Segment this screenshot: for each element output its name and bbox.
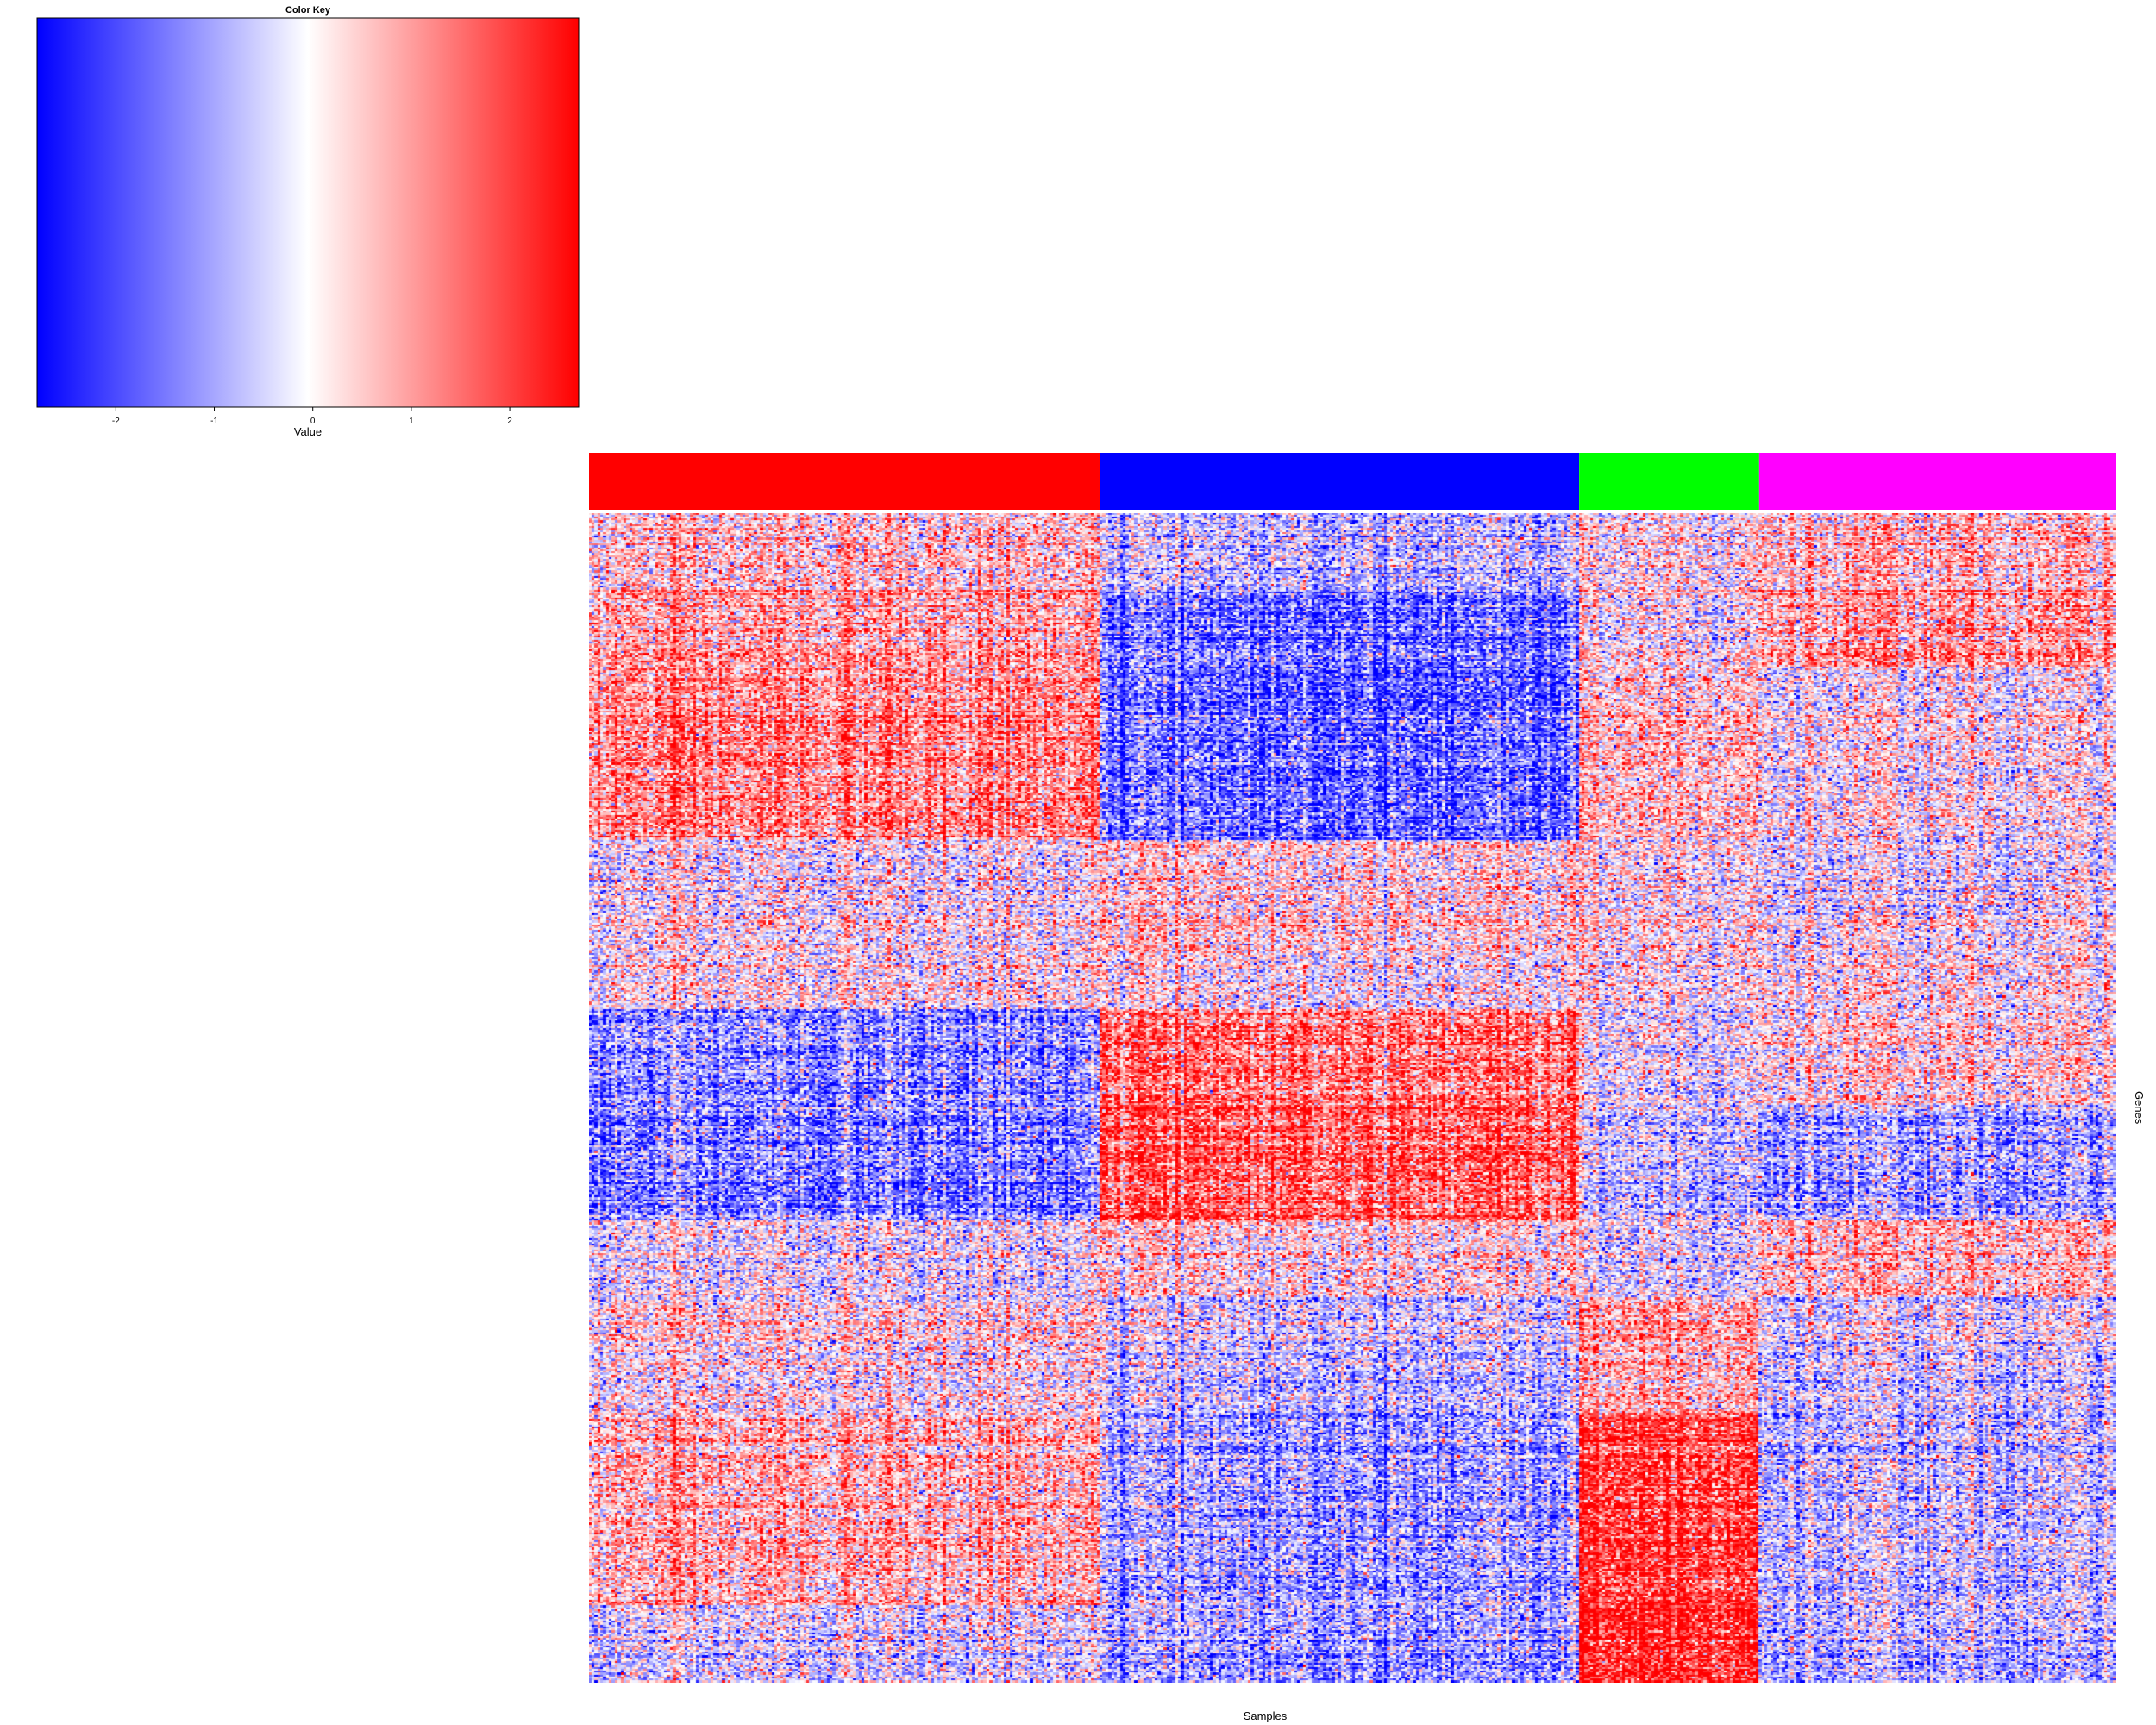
color-key-tick-label: 2 bbox=[507, 417, 512, 426]
color-key-ticks: -2 -1 0 1 2 bbox=[112, 407, 512, 426]
heatmap-body bbox=[589, 513, 2116, 1683]
color-key-tick-label: 0 bbox=[310, 417, 316, 426]
color-key: Color Key -2 -1 0 1 2 Value bbox=[36, 5, 580, 438]
sample-group-bar bbox=[1579, 453, 1759, 510]
sample-group-bar bbox=[1100, 453, 1580, 510]
sample-group-bar bbox=[1758, 453, 2116, 510]
x-axis-label: Samples bbox=[1243, 1709, 1288, 1722]
color-key-tick-label: -1 bbox=[210, 417, 218, 426]
color-key-title: Color Key bbox=[285, 5, 331, 16]
color-key-label: Value bbox=[294, 425, 322, 438]
color-key-tick-label: 1 bbox=[409, 417, 414, 426]
sample-group-bar bbox=[589, 453, 1100, 510]
color-key-tick-label: -2 bbox=[112, 417, 120, 426]
y-axis-label: Genes bbox=[2133, 1091, 2146, 1125]
sample-group-annotation bbox=[589, 453, 2116, 510]
color-key-gradient bbox=[36, 17, 580, 408]
